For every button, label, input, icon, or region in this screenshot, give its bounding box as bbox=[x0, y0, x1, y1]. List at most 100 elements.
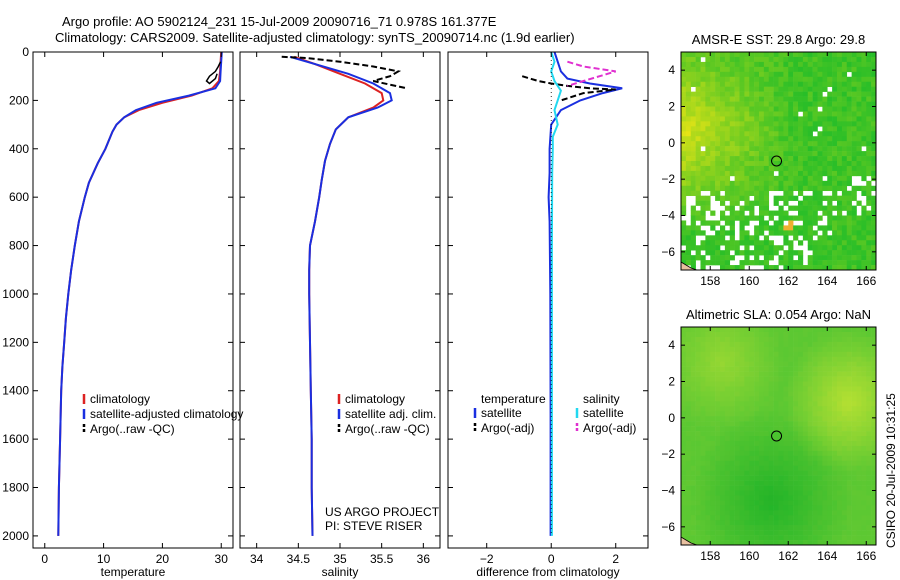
map-cell bbox=[690, 235, 696, 241]
map-cell bbox=[715, 91, 721, 97]
map-cell bbox=[768, 180, 774, 187]
map-cell bbox=[793, 490, 799, 496]
map-cell bbox=[710, 431, 716, 437]
map-cell bbox=[705, 366, 711, 372]
map-cell bbox=[802, 146, 809, 152]
map-cell bbox=[695, 116, 701, 122]
map-cell bbox=[729, 470, 735, 476]
map-cell bbox=[793, 151, 799, 157]
map-cell bbox=[734, 106, 740, 112]
map-cell bbox=[695, 121, 701, 127]
map-cell bbox=[817, 96, 823, 102]
map-cell bbox=[700, 180, 706, 187]
map-cell bbox=[710, 245, 716, 251]
map-cell bbox=[793, 436, 799, 442]
map-cell bbox=[793, 61, 799, 68]
map-cell bbox=[724, 260, 731, 266]
map-cell bbox=[705, 185, 711, 192]
map-cell bbox=[778, 225, 784, 231]
map-cell bbox=[846, 131, 852, 137]
map-cell bbox=[866, 455, 872, 462]
map-cell bbox=[724, 540, 731, 546]
map-cell bbox=[695, 515, 701, 521]
map-cell bbox=[851, 76, 857, 83]
map-cell bbox=[768, 470, 774, 476]
map-cell bbox=[700, 116, 706, 122]
map-cell bbox=[681, 351, 687, 358]
map-cell bbox=[827, 161, 833, 167]
map-cell bbox=[827, 470, 833, 476]
map-cell bbox=[846, 391, 852, 397]
map-cell bbox=[841, 56, 848, 63]
map-cell bbox=[788, 450, 794, 457]
map-cell bbox=[773, 470, 779, 476]
map-cell bbox=[788, 66, 794, 73]
map-cell bbox=[807, 510, 813, 516]
map-cell bbox=[763, 255, 770, 261]
map-cell bbox=[768, 240, 774, 246]
map-cell bbox=[827, 250, 833, 256]
map-cell bbox=[812, 161, 818, 167]
map-cell bbox=[734, 356, 740, 362]
map-cell bbox=[685, 356, 692, 362]
map-cell bbox=[856, 235, 862, 241]
map-cell bbox=[690, 225, 696, 231]
map-cell bbox=[846, 245, 852, 251]
map-cell bbox=[802, 161, 809, 167]
map-cell bbox=[798, 426, 804, 432]
map-cell bbox=[724, 450, 731, 457]
map-cell bbox=[851, 376, 857, 382]
map-cell bbox=[788, 431, 794, 437]
map-cell bbox=[768, 66, 774, 73]
map-cell bbox=[783, 475, 789, 481]
map-cell bbox=[700, 96, 706, 102]
map-cell bbox=[739, 165, 745, 172]
map-cell bbox=[715, 396, 721, 402]
map-cell bbox=[778, 376, 784, 382]
map-cell bbox=[720, 141, 726, 147]
map-cell bbox=[851, 495, 857, 501]
map-cell bbox=[759, 475, 765, 481]
map-cell bbox=[851, 165, 857, 172]
map-cell bbox=[851, 336, 857, 343]
map-cell bbox=[763, 431, 770, 437]
map-cell bbox=[754, 351, 760, 358]
map-cell bbox=[759, 436, 765, 442]
map-cell bbox=[837, 515, 843, 521]
map-cell bbox=[773, 485, 779, 491]
map-cell bbox=[681, 366, 687, 372]
map-cell bbox=[754, 445, 760, 452]
map-cell bbox=[798, 440, 804, 447]
map-cell bbox=[832, 485, 838, 491]
map-cell bbox=[685, 180, 692, 187]
map-cell bbox=[695, 376, 701, 382]
map-cell bbox=[817, 336, 823, 343]
map-cell bbox=[759, 480, 765, 486]
map-cell bbox=[773, 431, 779, 437]
y-tick-label: −4 bbox=[661, 484, 675, 498]
map-cell bbox=[783, 151, 789, 157]
map-cell bbox=[827, 520, 833, 526]
map-cell bbox=[837, 416, 843, 422]
map-cell bbox=[793, 520, 799, 526]
map-cell bbox=[832, 440, 838, 447]
map-cell bbox=[768, 331, 774, 338]
map-cell bbox=[695, 381, 701, 387]
map-cell bbox=[841, 520, 848, 526]
map-cell bbox=[720, 376, 726, 382]
map-cell bbox=[724, 510, 731, 516]
map-cell bbox=[856, 401, 862, 407]
map-cell bbox=[720, 195, 726, 201]
map-cell bbox=[681, 361, 687, 367]
map-cell bbox=[681, 136, 687, 142]
map-cell bbox=[856, 495, 862, 501]
map-cell bbox=[851, 195, 857, 201]
map-cell bbox=[749, 341, 755, 348]
map-cell bbox=[724, 416, 731, 422]
map-cell bbox=[759, 445, 765, 452]
map-cell bbox=[690, 240, 696, 246]
map-cell bbox=[690, 386, 696, 392]
map-cell bbox=[817, 376, 823, 382]
map-cell bbox=[715, 490, 721, 496]
map-cell bbox=[866, 260, 872, 266]
